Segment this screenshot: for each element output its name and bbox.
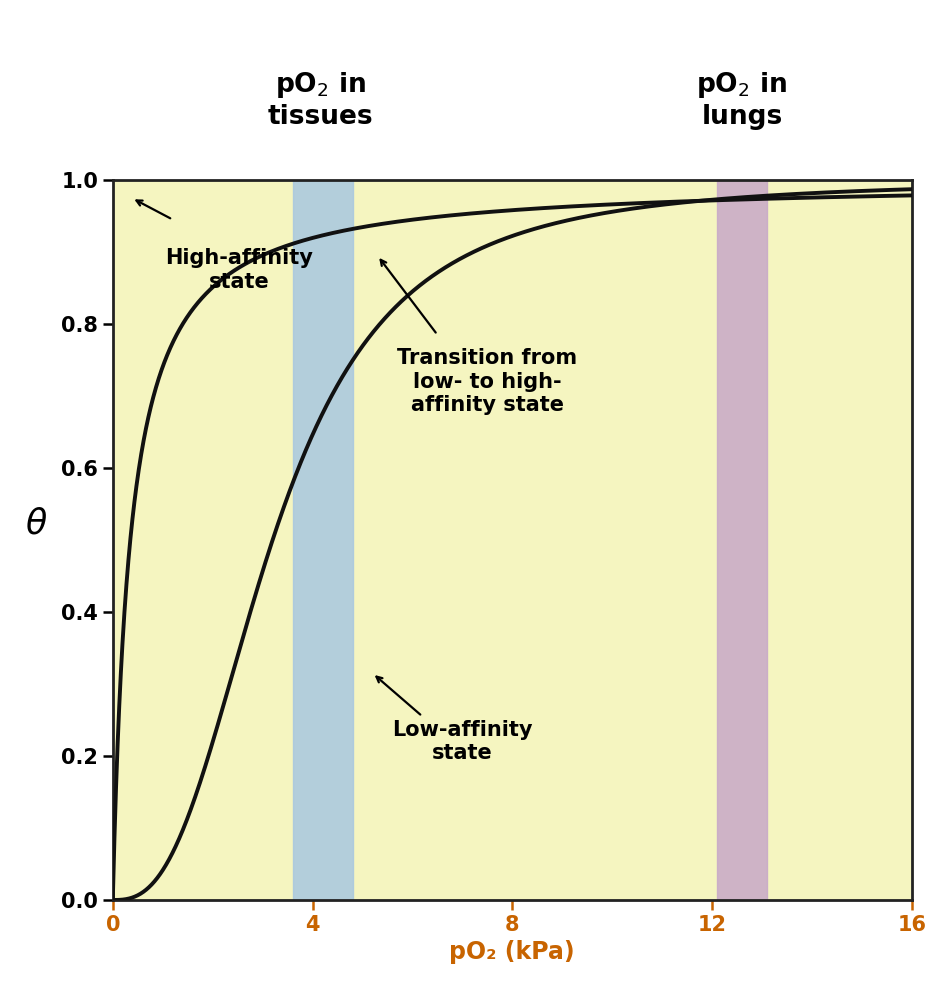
Text: Low-affinity
state: Low-affinity state [392, 720, 533, 763]
Text: pO$_2$ in
lungs: pO$_2$ in lungs [697, 70, 788, 130]
Y-axis label: θ: θ [25, 506, 47, 540]
Text: pO$_2$ in
tissues: pO$_2$ in tissues [267, 70, 373, 130]
Bar [717, 180, 767, 900]
Text: Transition from
low- to high-
affinity state: Transition from low- to high- affinity s… [398, 348, 577, 415]
X-axis label: pO₂ (kPa): pO₂ (kPa) [449, 940, 575, 964]
Text: High-affinity
state: High-affinity state [165, 248, 313, 292]
Bar [292, 180, 352, 900]
